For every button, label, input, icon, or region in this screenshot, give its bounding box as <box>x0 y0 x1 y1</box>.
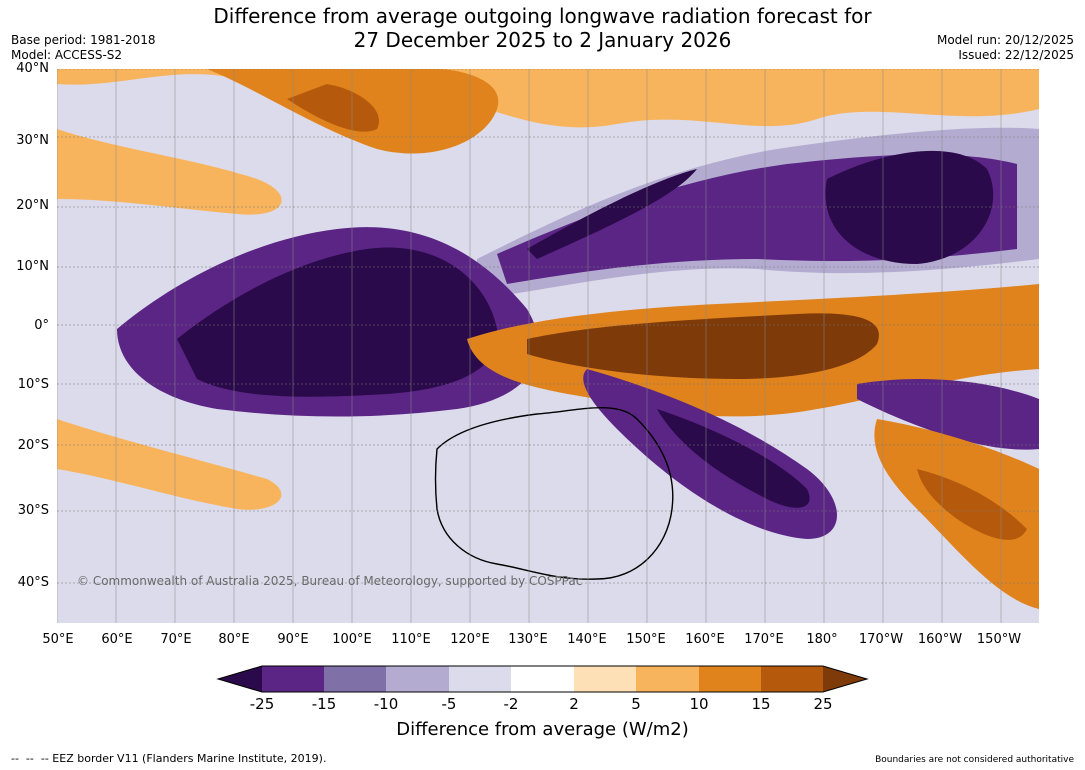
lon-label-140e: 140°E <box>567 632 607 647</box>
lat-label-40n: 40°N <box>16 61 49 76</box>
map-panel <box>57 69 1039 623</box>
lon-label-150e: 150°E <box>626 632 666 647</box>
colorbar-tick: 5 <box>631 695 641 713</box>
australia-coastline <box>434 407 674 580</box>
colorbar-segment <box>636 666 699 692</box>
colorbar-segment <box>699 666 761 692</box>
colorbar-tick: -15 <box>311 695 337 713</box>
meta-right: Model run: 20/12/2025 Issued: 22/12/2025 <box>937 33 1074 63</box>
base-period: Base period: 1981-2018 <box>11 33 156 47</box>
olr-anomaly-map <box>57 69 1039 623</box>
lat-label-30s: 30°S <box>17 503 49 518</box>
issued-date: Issued: 22/12/2025 <box>958 48 1074 62</box>
colorbar-segment <box>449 666 511 692</box>
east-pacific-purple <box>857 379 1039 450</box>
title-line-1: Difference from average outgoing longwav… <box>213 4 872 28</box>
lon-label-60e: 60°E <box>101 632 133 647</box>
wp-suppressed-core <box>825 150 994 264</box>
lat-label-40s: 40°S <box>17 575 49 590</box>
lon-label-170e: 170°E <box>744 632 784 647</box>
lon-label-160e: 160°E <box>685 632 725 647</box>
lat-label-30n: 30°N <box>16 133 49 148</box>
spcz-suppressed-core <box>657 409 810 508</box>
colorbar-tick: 10 <box>689 695 709 713</box>
lon-label-110e: 110°E <box>391 632 431 647</box>
colorbar-tick: 25 <box>813 695 833 713</box>
eez-legend-note: -- -- -- EEZ border V11 (Flanders Marine… <box>11 752 327 765</box>
model-run: Model run: 20/12/2025 <box>936 33 1074 47</box>
south-io-warm <box>57 419 282 510</box>
wp-suppressed-core-west <box>527 169 697 259</box>
lon-label-160w: 160°W <box>917 632 963 647</box>
io-enhanced-core <box>177 247 498 397</box>
colorbar-tick: 2 <box>569 695 579 713</box>
colorbar-tick: -5 <box>441 695 457 713</box>
boundaries-disclaimer: Boundaries are not considered authoritat… <box>875 755 1074 765</box>
lon-label-100e: 100°E <box>332 632 372 647</box>
lon-label-180: 180° <box>806 632 838 647</box>
lat-label-eq: 0° <box>34 318 49 333</box>
colorbar-segment <box>761 666 823 692</box>
colorbar-outline <box>216 665 869 693</box>
title-line-2: 27 December 2025 to 2 January 2026 <box>353 28 732 52</box>
colorbar-segment <box>511 666 574 692</box>
lon-label-150w: 150°W <box>976 632 1022 647</box>
copyright-notice: © Commonwealth of Australia 2025, Bureau… <box>77 574 583 588</box>
arabian-warm <box>57 129 282 215</box>
colorbar-segment <box>262 666 324 692</box>
colorbar-tick: -10 <box>373 695 399 713</box>
lon-gridlines <box>57 69 1002 623</box>
eq-pacific-warm-core <box>527 313 879 379</box>
lon-label-120e: 120°E <box>450 632 490 647</box>
colorbar-tick: 15 <box>751 695 771 713</box>
lon-label-130e: 130°E <box>508 632 548 647</box>
colorbar-segment <box>574 666 636 692</box>
colorbar-title: Difference from average (W/m2) <box>396 719 689 740</box>
lon-label-70e: 70°E <box>160 632 192 647</box>
asia-warm-peak <box>287 84 379 132</box>
lon-label-50e: 50°E <box>42 632 74 647</box>
colorbar-tick: -25 <box>249 695 275 713</box>
se-pacific-warm-core <box>917 469 1027 540</box>
chart-title: Difference from average outgoing longwav… <box>0 4 1085 52</box>
lon-label-170w: 170°W <box>858 632 904 647</box>
colorbar-segment <box>324 666 386 692</box>
lon-label-90e: 90°E <box>277 632 309 647</box>
lon-label-80e: 80°E <box>218 632 250 647</box>
model-name: Model: ACCESS-S2 <box>11 48 123 62</box>
colorbar-tick: -2 <box>503 695 519 713</box>
colorbar-segment <box>386 666 449 692</box>
lat-label-10s: 10°S <box>17 377 49 392</box>
colorbar-extend-high <box>823 666 867 692</box>
lat-label-20s: 20°S <box>17 438 49 453</box>
lat-label-20n: 20°N <box>16 198 49 213</box>
meta-left: Base period: 1981-2018 Model: ACCESS-S2 <box>11 33 156 63</box>
lat-label-10n: 10°N <box>16 259 49 274</box>
colorbar-extend-low <box>218 666 262 692</box>
